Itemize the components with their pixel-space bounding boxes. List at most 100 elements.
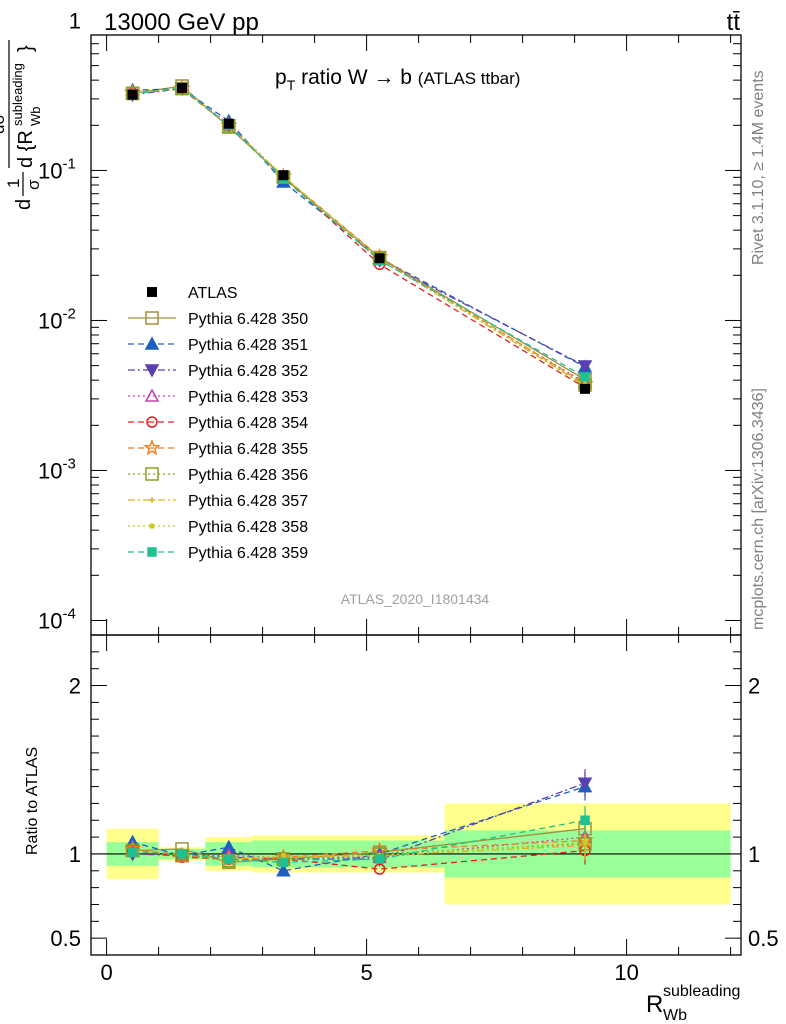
- data-point-3: [223, 118, 234, 129]
- title-sub: T: [287, 77, 296, 93]
- chart-title: pT ratio W → b (ATLAS ttbar): [275, 66, 520, 93]
- legend-label-6: Pythia 6.428 355: [188, 441, 308, 458]
- main-series-line-1: [132, 85, 586, 381]
- rivet-label: Rivet 3.1.10, ≥ 1.4M events: [750, 70, 767, 265]
- ylabel-one: 1: [4, 179, 23, 188]
- legend-label-4: Pythia 6.428 353: [188, 389, 308, 406]
- legend-marker-4-triangle: [144, 388, 160, 402]
- legend-marker-5-circle: [146, 416, 158, 428]
- legend-marker-9: [149, 523, 155, 529]
- ratio-series-9-point-4: [280, 852, 287, 859]
- ratio-series-9-point-6-dot: [582, 839, 588, 845]
- data-point-6-square: [580, 383, 590, 394]
- main-series-line-10: [132, 87, 586, 378]
- ratio-series-line-10: [132, 819, 586, 864]
- legend-label-5: Pythia 6.428 354: [188, 415, 308, 432]
- ratio-series-10-point-3: [224, 854, 234, 864]
- main-series-3-point-6-triangle: [577, 360, 593, 374]
- ratio-panel: 2 2 1 1 0.5 0.5 0 5 10 Ratio to ATLAS R subleading W…: [24, 634, 779, 1024]
- ratio-series-5-point-5-circle: [373, 863, 386, 875]
- x-tick-label-1: 5: [360, 960, 372, 985]
- legend-marker-1: [145, 311, 159, 325]
- mcplots-label: mcplots.cern.ch [arXiv:1306.3436]: [750, 388, 767, 630]
- ratio-series-3-point-6: [577, 777, 593, 791]
- ratio-tick-label-0: 2: [69, 674, 81, 699]
- ylabel-dsigma: dσ: [0, 114, 8, 134]
- legend-marker-7: [145, 467, 159, 481]
- legend-marker-5: [146, 416, 158, 428]
- legend-label-8: Pythia 6.428 357: [188, 493, 308, 510]
- legend-label-10: Pythia 6.428 359: [188, 545, 308, 562]
- xlabel-subleading: subleading: [663, 983, 740, 1000]
- y-tick-label-exp-1: -1: [62, 155, 75, 172]
- title-rest: ratio W → b: [295, 66, 418, 89]
- energy-label: 13000 GeV pp: [104, 9, 259, 36]
- ratio-series-10-point-4: [278, 857, 289, 868]
- main-panel: 1 10-1 10-2 10-3 10-4 pT ratio W → b (ATLAS t…: [0, 8, 742, 636]
- ratio-tick-label-right-0: 2: [748, 674, 760, 699]
- legend-label-7: Pythia 6.428 356: [188, 467, 308, 484]
- ratio-ylabel: Ratio to ATLAS: [24, 747, 41, 855]
- ratio-series-10-point-6: [580, 815, 590, 826]
- ylabel-brace: }: [15, 45, 37, 52]
- main-series-3-point-6: [577, 360, 593, 374]
- legend: ATLAS Pythia 6.428 350 Pythia 6.428 351 Pyt…: [128, 285, 308, 562]
- data-point-3-square: [223, 118, 234, 129]
- ratio-series-5-point-5: [373, 863, 386, 875]
- y-tick-label-0: 1: [69, 8, 81, 33]
- legend-label-data: ATLAS: [188, 285, 238, 302]
- legend-label-2: Pythia 6.428 351: [188, 337, 308, 354]
- y-tick-label-4: 10-4: [38, 605, 76, 633]
- main-series-10-point-6-square: [580, 372, 590, 382]
- data-point-1: [127, 89, 138, 100]
- ratio-series-10-point-6-square: [580, 815, 590, 826]
- legend-marker-8: [149, 497, 155, 503]
- y-tick-label-exp-2: -2: [62, 305, 75, 322]
- ylabel-subleading: subleading: [10, 63, 25, 126]
- ylabel-dR: d {R: [15, 130, 37, 168]
- x-tick-label-0: 0: [100, 960, 112, 985]
- data-point-4: [278, 170, 289, 181]
- data-point-6: [580, 383, 590, 394]
- ratio-series-10-point-1: [127, 847, 138, 858]
- legend-marker-data-square: [147, 287, 157, 297]
- legend-marker-6-star: [143, 438, 161, 456]
- legend-marker-10-square: [147, 547, 157, 557]
- y-tick-label-2: 10-2: [38, 305, 76, 333]
- xlabel-R: R: [646, 991, 663, 1018]
- legend-label-9: Pythia 6.428 358: [188, 519, 308, 536]
- legend-marker-3-triangle: [144, 364, 160, 378]
- ratio-series-10-point-5-square: [374, 854, 385, 864]
- ratio-series-10-point-5: [374, 854, 385, 864]
- ratio-series-10-point-1-square: [127, 847, 138, 858]
- data-point-5: [374, 253, 385, 264]
- data-point-2-square: [177, 82, 187, 93]
- data-point-5-square: [374, 253, 385, 264]
- title-paren: (ATLAS ttbar): [418, 69, 521, 88]
- ratio-tick-label-right-1: 1: [748, 842, 760, 867]
- legend-marker-10: [147, 547, 157, 557]
- legend-label-1: Pythia 6.428 350: [188, 311, 308, 328]
- xlabel-wb: Wb: [663, 1007, 687, 1024]
- legend-marker-7-square: [145, 467, 159, 481]
- ratio-series-10-point-3-square: [224, 854, 234, 864]
- legend-marker-2: [144, 336, 160, 350]
- data-point-2: [177, 82, 187, 93]
- data-point-4-square: [278, 170, 289, 181]
- ratio-series-10-point-2-square: [177, 849, 187, 859]
- legend-label-3: Pythia 6.428 352: [188, 363, 308, 380]
- ylabel-wb: Wb: [28, 107, 43, 127]
- ratio-series-9-point-4-dot: [280, 852, 287, 859]
- process-label: tt̄: [727, 9, 741, 36]
- watermark: ATLAS_2020_I1801434: [341, 591, 490, 607]
- y-tick-label-3: 10-3: [38, 455, 76, 483]
- main-series-10-point-6: [580, 372, 590, 382]
- ratio-series-10-point-2: [177, 849, 187, 859]
- ratio-series-2-point-4: [276, 863, 291, 877]
- ylabel-d: d: [13, 199, 35, 210]
- ratio-series-3-point-6-triangle: [577, 777, 593, 791]
- ratio-tick-label-2: 0.5: [50, 926, 81, 951]
